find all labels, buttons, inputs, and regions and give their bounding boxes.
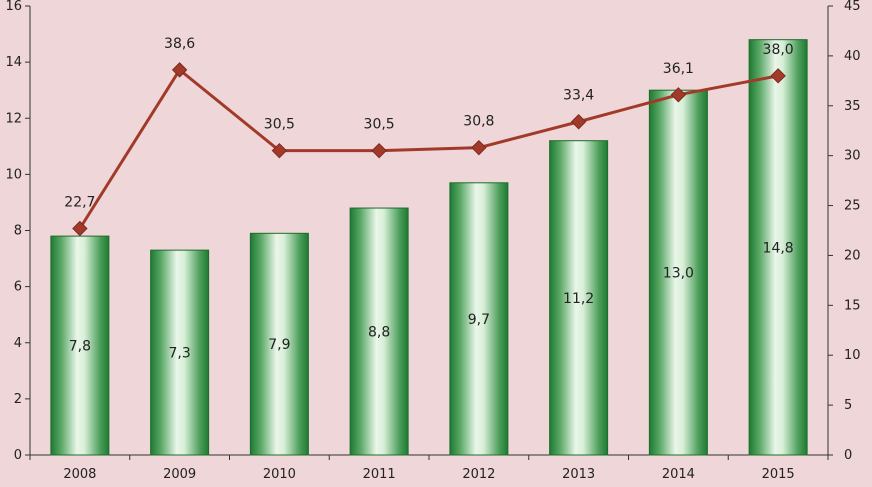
line-point bbox=[471, 139, 487, 156]
bar-value-label: 7,9 bbox=[268, 337, 290, 353]
line-point bbox=[171, 62, 188, 78]
y-right-tick-label: 35 bbox=[844, 99, 861, 114]
series-line bbox=[78, 68, 779, 230]
bar bbox=[349, 207, 409, 456]
bar bbox=[150, 249, 210, 456]
y-right-tick-label: 5 bbox=[844, 398, 852, 413]
bar bbox=[249, 232, 309, 456]
y-right-tick-label: 20 bbox=[844, 248, 861, 263]
y-left-tick-label: 14 bbox=[5, 55, 22, 70]
line-value-label: 36,1 bbox=[663, 61, 694, 77]
x-tick-label: 2014 bbox=[662, 467, 695, 482]
x-tick-label: 2009 bbox=[163, 467, 196, 482]
bar-value-label: 8,8 bbox=[368, 325, 390, 341]
y-right-tick-label: 0 bbox=[844, 448, 852, 463]
bar-series bbox=[50, 39, 808, 456]
line-point bbox=[72, 220, 88, 237]
line-value-label: 38,0 bbox=[763, 42, 794, 58]
line-point bbox=[770, 68, 786, 84]
bar-value-label: 7,3 bbox=[168, 346, 190, 362]
y-left-tick-label: 0 bbox=[14, 448, 22, 463]
line-value-label: 30,5 bbox=[364, 117, 395, 133]
bar-value-label: 7,8 bbox=[69, 339, 91, 355]
y-right-tick-label: 45 bbox=[844, 0, 861, 14]
bar bbox=[748, 39, 808, 456]
y-right-tick-label: 25 bbox=[844, 199, 861, 214]
bar bbox=[449, 182, 509, 456]
y-right-tick-label: 40 bbox=[844, 49, 861, 64]
x-tick-label: 2011 bbox=[363, 467, 396, 482]
y-left-tick-label: 8 bbox=[14, 224, 22, 239]
line-value-label: 30,8 bbox=[463, 114, 494, 130]
bar bbox=[648, 89, 708, 456]
bar-value-label: 14,8 bbox=[763, 240, 794, 256]
y-left-tick-label: 2 bbox=[14, 392, 22, 407]
x-tick-label: 2010 bbox=[263, 467, 296, 482]
y-left-tick-label: 16 bbox=[5, 0, 22, 14]
line-point bbox=[371, 142, 387, 159]
line-value-label: 38,6 bbox=[164, 36, 195, 52]
y-right-tick-label: 30 bbox=[844, 149, 861, 164]
line-series bbox=[72, 62, 786, 237]
bar-value-label: 9,7 bbox=[468, 312, 490, 328]
bar-value-label: 11,2 bbox=[563, 291, 594, 307]
x-tick-label: 2015 bbox=[762, 467, 795, 482]
y-right-tick-label: 10 bbox=[844, 348, 861, 363]
line-point bbox=[670, 87, 687, 103]
line-point bbox=[271, 142, 288, 159]
line-point bbox=[570, 114, 587, 130]
axes: 0 2 4 6 8 10 12 14 16 0 5 10 15 20 25 30 35 40 45 2008 2009 2… bbox=[5, 0, 860, 482]
y-left-tick-label: 4 bbox=[14, 336, 22, 351]
data-labels: 7,8 7,3 7,9 8,8 9,7 11,2 13,0 14,8 22,7 38,6 30,5 3… bbox=[64, 36, 793, 362]
y-left-tick-label: 10 bbox=[5, 167, 22, 182]
y-left-tick-label: 6 bbox=[14, 280, 22, 295]
y-right-tick-label: 15 bbox=[844, 298, 861, 313]
x-tick-label: 2012 bbox=[462, 467, 495, 482]
line-value-label: 33,4 bbox=[563, 88, 594, 104]
bar bbox=[549, 140, 609, 456]
x-tick-label: 2013 bbox=[562, 467, 595, 482]
bar-value-label: 13,0 bbox=[663, 266, 694, 282]
line-value-label: 30,5 bbox=[264, 117, 295, 133]
x-tick-label: 2008 bbox=[63, 467, 96, 482]
line-value-label: 22,7 bbox=[64, 195, 95, 211]
bar bbox=[50, 235, 110, 456]
y-left-tick-label: 12 bbox=[5, 111, 22, 126]
